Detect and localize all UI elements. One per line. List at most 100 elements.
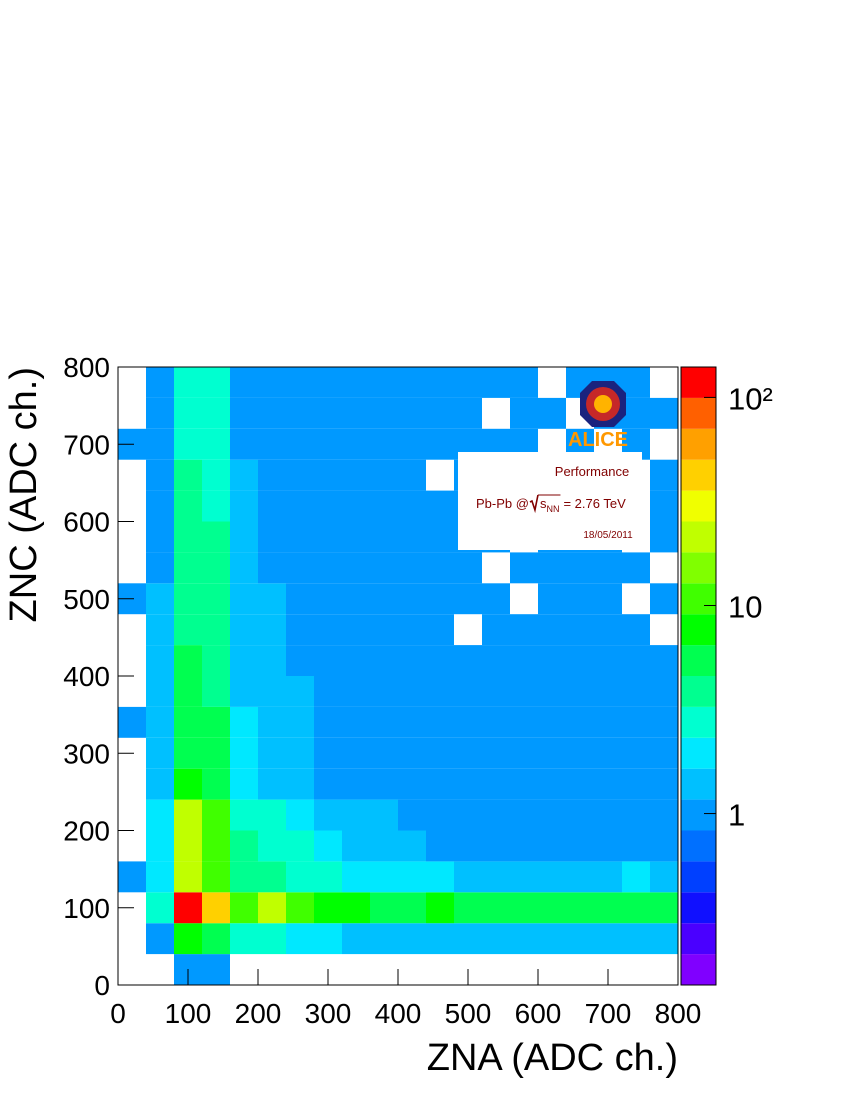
cell <box>594 768 622 800</box>
cell <box>370 459 398 491</box>
cell <box>398 459 426 491</box>
cell <box>398 892 426 924</box>
cell <box>174 459 202 491</box>
cell <box>342 583 370 615</box>
cell <box>342 799 370 831</box>
cell <box>202 799 230 831</box>
cell <box>174 367 202 398</box>
cell <box>258 892 286 924</box>
cell <box>426 830 454 862</box>
cell <box>174 614 202 646</box>
cell <box>538 861 566 893</box>
cell <box>314 645 342 676</box>
cell <box>314 892 342 924</box>
cell <box>650 645 678 676</box>
cell <box>510 799 538 831</box>
cell <box>314 706 342 738</box>
cell <box>230 521 258 553</box>
cell <box>258 737 286 769</box>
cell <box>202 768 230 800</box>
cell <box>230 706 258 738</box>
cell <box>314 367 342 398</box>
cell <box>202 397 230 429</box>
cell <box>146 367 174 398</box>
cell <box>370 367 398 398</box>
cell <box>146 706 174 738</box>
color-band <box>681 737 716 769</box>
cell <box>454 583 482 615</box>
cell <box>398 397 426 429</box>
cell <box>286 552 314 584</box>
cell <box>398 552 426 584</box>
cell <box>314 459 342 491</box>
cell <box>314 830 342 862</box>
cell <box>398 521 426 553</box>
cell <box>398 676 426 707</box>
cell <box>482 923 510 955</box>
logo-core <box>594 395 612 413</box>
color-band <box>681 459 716 491</box>
cell <box>258 490 286 522</box>
cell <box>230 428 258 460</box>
cell <box>202 830 230 862</box>
cell <box>202 459 230 491</box>
cell <box>146 830 174 862</box>
cell <box>286 367 314 398</box>
cell <box>342 861 370 893</box>
cell <box>426 861 454 893</box>
cell <box>650 583 678 615</box>
cell <box>370 830 398 862</box>
cell <box>314 676 342 707</box>
cell <box>230 830 258 862</box>
cell <box>398 923 426 955</box>
cell <box>622 397 650 429</box>
collision-suffix: = 2.76 TeV <box>563 496 626 511</box>
cell <box>286 645 314 676</box>
cell <box>202 861 230 893</box>
cell <box>482 799 510 831</box>
cell <box>622 645 650 676</box>
cell <box>538 397 566 429</box>
cell <box>594 552 622 584</box>
cell <box>342 923 370 955</box>
x-tick-label: 600 <box>515 998 562 1029</box>
cell <box>594 737 622 769</box>
cell <box>286 892 314 924</box>
cell <box>202 676 230 707</box>
color-band <box>681 490 716 522</box>
cell <box>230 768 258 800</box>
cell <box>566 706 594 738</box>
cell <box>566 583 594 615</box>
cell <box>510 614 538 646</box>
cell <box>426 676 454 707</box>
cell <box>370 428 398 460</box>
cell <box>510 892 538 924</box>
cell <box>146 583 174 615</box>
color-band <box>681 861 716 893</box>
cell <box>202 954 230 985</box>
cell <box>398 428 426 460</box>
cell <box>510 645 538 676</box>
cell <box>342 737 370 769</box>
cell <box>566 799 594 831</box>
cell <box>230 923 258 955</box>
x-tick-label: 300 <box>305 998 352 1029</box>
cell <box>538 768 566 800</box>
cell <box>510 768 538 800</box>
cell <box>594 830 622 862</box>
cell <box>566 861 594 893</box>
cell <box>258 923 286 955</box>
cell <box>202 583 230 615</box>
cell <box>426 521 454 553</box>
cell <box>286 583 314 615</box>
cell <box>202 892 230 924</box>
cell <box>482 861 510 893</box>
cell <box>286 459 314 491</box>
cell <box>510 676 538 707</box>
cell <box>314 923 342 955</box>
cell <box>398 861 426 893</box>
cell <box>594 861 622 893</box>
cell <box>426 583 454 615</box>
z-tick-label: 1 <box>728 798 745 833</box>
color-band <box>681 614 716 646</box>
